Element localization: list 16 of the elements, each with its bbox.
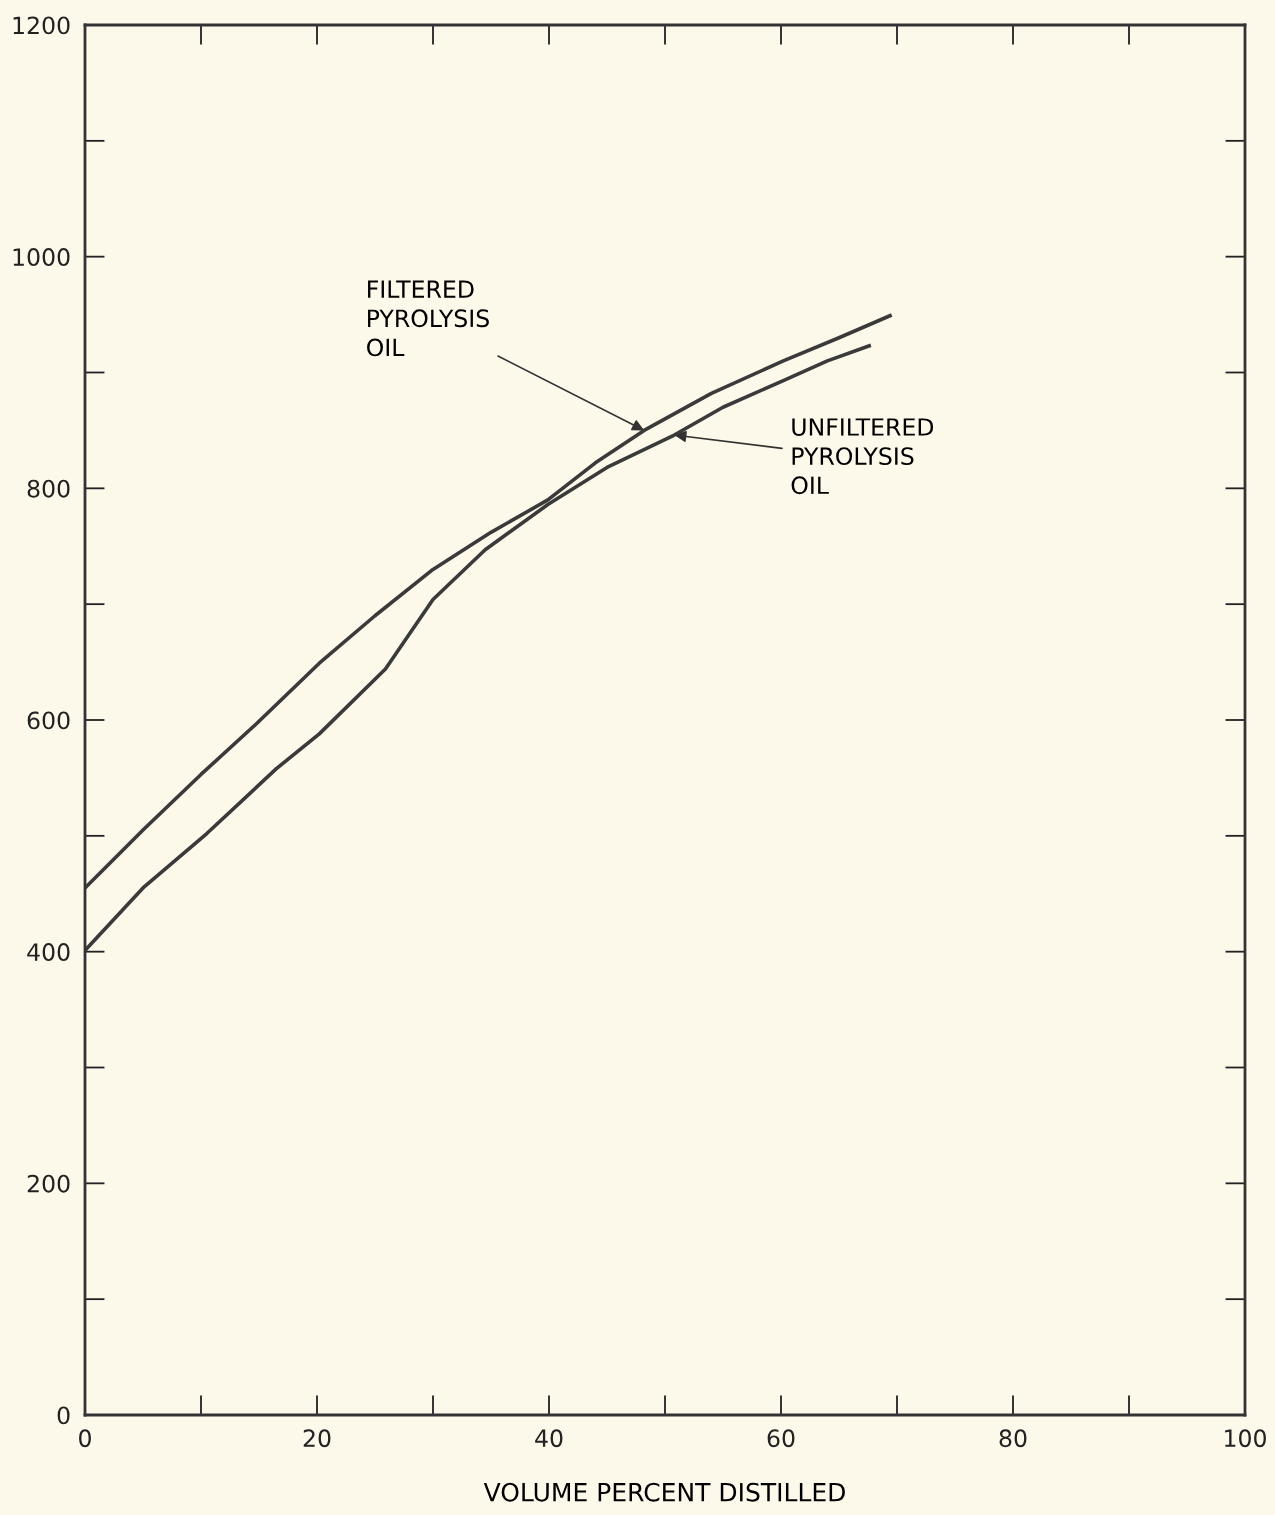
annotation: FILTERED PYROLYSIS OIL [367, 280, 489, 357]
x-tick-label: 100 [1225, 1429, 1266, 1448]
x-tick-label: 0 [79, 1429, 91, 1448]
x-axis-title: VOLUME PERCENT DISTILLED [483, 1482, 845, 1502]
y-tick-label: 600 [27, 711, 70, 730]
y-tick-label: 1200 [13, 16, 70, 35]
y-tick-label: 400 [27, 943, 70, 961]
x-tick-label: 20 [303, 1429, 331, 1448]
annotation: UNFILTERED PYROLYSIS OIL [791, 418, 934, 495]
x-tick-label: 60 [767, 1429, 795, 1448]
y-tick-label: 0 [57, 1406, 70, 1425]
x-tick-label: 80 [999, 1429, 1027, 1448]
y-tick-label: 800 [27, 479, 70, 498]
x-tick-label: 40 [535, 1429, 563, 1448]
y-tick-label: 1000 [13, 248, 70, 266]
y-tick-label: 200 [27, 1174, 70, 1193]
